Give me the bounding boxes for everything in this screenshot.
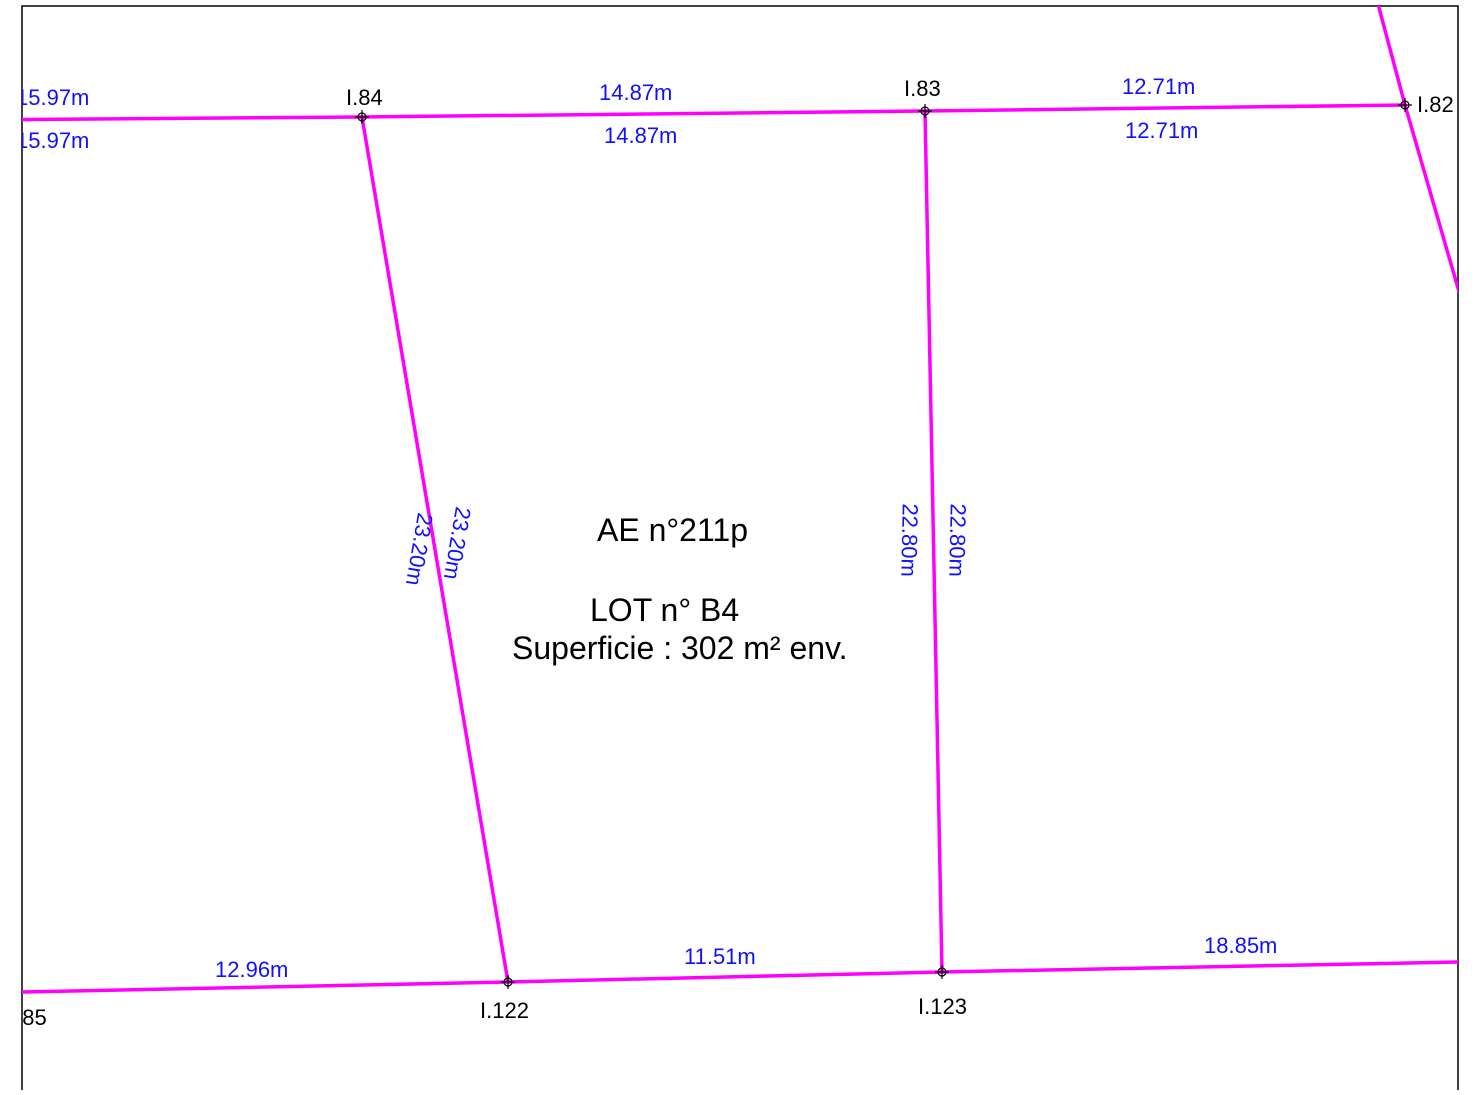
point-label-i122: I.122 bbox=[480, 998, 529, 1023]
dimension-label-left-side-inner: 23.20m bbox=[439, 505, 476, 582]
point-marker-i83 bbox=[918, 104, 932, 118]
point-marker-i122 bbox=[501, 975, 515, 989]
point-label-i82: I.82 bbox=[1417, 92, 1454, 117]
boundary-line-bottom-right bbox=[941, 960, 1458, 974]
boundary-line-bottom-mid bbox=[507, 970, 943, 984]
parcel-area: Superficie : 302 m² env. bbox=[512, 630, 848, 666]
dimension-label-top-left-outer: 15.97m bbox=[16, 85, 89, 110]
dimension-label-top-left-inner: 15.97m bbox=[16, 128, 89, 153]
point-marker-i123 bbox=[935, 965, 949, 979]
dimension-label-right-side-outer: 22.80m bbox=[896, 503, 922, 577]
boundary-line-right-side bbox=[923, 110, 944, 973]
dimension-label-bottom-mid: 11.51m bbox=[684, 944, 756, 969]
point-marker-i84 bbox=[355, 110, 369, 124]
point-marker-i82 bbox=[1398, 98, 1412, 112]
boundary-line-far-right-upper bbox=[1376, 6, 1407, 106]
map-border bbox=[21, 5, 1459, 1090]
boundary-line-top-right bbox=[924, 103, 1406, 113]
dimension-label-top-right-outer: 12.71m bbox=[1122, 74, 1195, 99]
boundary-line-bottom-left bbox=[22, 980, 509, 994]
point-label-i84: I.84 bbox=[346, 85, 383, 110]
parcel-lot-number: LOT n° B4 bbox=[590, 592, 739, 628]
dimension-label-bottom-left: 12.96m bbox=[215, 957, 288, 982]
boundary-line-top-left bbox=[22, 115, 363, 122]
parcel-cadastral-ref: AE n°211p bbox=[597, 512, 748, 548]
point-label-i123: I.123 bbox=[918, 994, 967, 1019]
dimension-label-top-mid-outer: 14.87m bbox=[599, 80, 672, 105]
point-label-i85: I.85 bbox=[10, 1005, 47, 1030]
boundary-line-far-right-lower bbox=[1403, 104, 1458, 295]
dimension-label-top-mid-inner: 14.87m bbox=[604, 123, 677, 148]
dimension-label-left-side-outer: 23.20m bbox=[401, 511, 438, 588]
dimension-label-top-right-inner: 12.71m bbox=[1125, 118, 1198, 143]
boundary-line-left-side bbox=[360, 116, 510, 983]
point-label-i83: I.83 bbox=[904, 76, 941, 101]
dimension-label-right-side-inner: 22.80m bbox=[944, 503, 970, 577]
boundary-line-top-mid bbox=[361, 109, 926, 119]
dimension-label-bottom-right: 18.85m bbox=[1204, 933, 1277, 958]
